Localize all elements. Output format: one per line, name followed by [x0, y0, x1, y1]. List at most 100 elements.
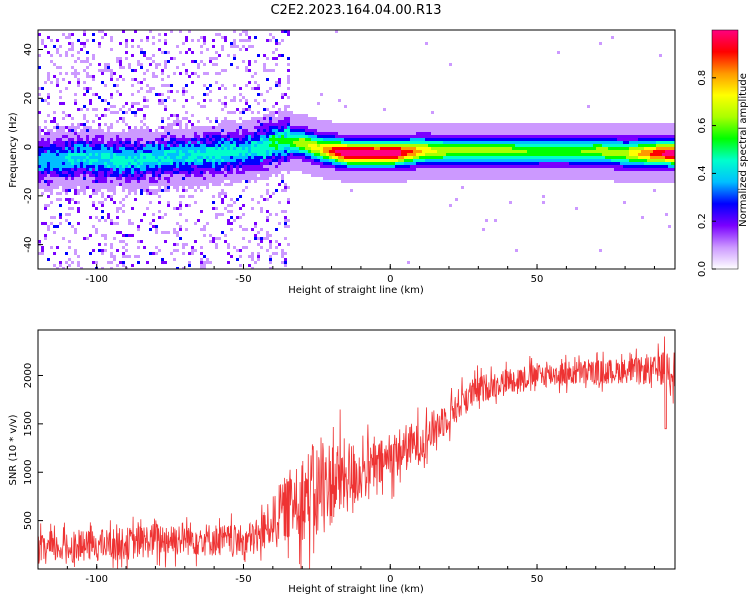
heatmap-cell [518, 141, 521, 144]
heatmap-cell [143, 144, 146, 147]
heatmap-cell [101, 138, 104, 141]
heatmap-cell [425, 153, 428, 156]
heatmap-cell [131, 171, 134, 174]
heatmap-cell [89, 135, 92, 138]
heatmap-cell [542, 177, 545, 180]
heatmap-cell [164, 99, 167, 102]
heatmap-cell [119, 171, 122, 174]
heatmap-cell [554, 156, 557, 159]
heatmap-cell [74, 138, 77, 141]
heatmap-cell [275, 126, 278, 129]
heatmap-cell [620, 165, 623, 168]
heatmap-cell [458, 138, 461, 141]
heatmap-cell [224, 183, 227, 186]
heatmap-cell [557, 153, 560, 156]
heatmap-cell [104, 99, 107, 102]
heatmap-cell [110, 72, 113, 75]
heatmap-cell [62, 186, 65, 189]
heatmap-cell [257, 231, 260, 234]
heatmap-cell [41, 39, 44, 42]
heatmap-cell [212, 183, 215, 186]
heatmap-cell [125, 144, 128, 147]
heatmap-cell [272, 57, 275, 60]
heatmap-cell [101, 147, 104, 150]
heatmap-cell [419, 174, 422, 177]
heatmap-cell [41, 135, 44, 138]
heatmap-cell [572, 156, 575, 159]
heatmap-cell [611, 147, 614, 150]
heatmap-cell [113, 189, 116, 192]
heatmap-cell [344, 174, 347, 177]
heatmap-cell [299, 114, 302, 117]
heatmap-cell [329, 141, 332, 144]
heatmap-cell [284, 261, 287, 264]
heatmap-cell [461, 123, 464, 126]
heatmap-cell [518, 171, 521, 174]
heatmap-cell [272, 138, 275, 141]
heatmap-cell [62, 141, 65, 144]
heatmap-cell [137, 90, 140, 93]
heatmap-cell [200, 228, 203, 231]
heatmap-cell [221, 138, 224, 141]
heatmap-cell [530, 141, 533, 144]
heatmap-cell [74, 168, 77, 171]
heatmap-cell [143, 78, 146, 81]
heatmap-cell [77, 210, 80, 213]
heatmap-cell [83, 165, 86, 168]
heatmap-cell [131, 162, 134, 165]
heatmap-cell [335, 132, 338, 135]
heatmap-cell [242, 108, 245, 111]
heatmap-cell [326, 174, 329, 177]
heatmap-cell [629, 159, 632, 162]
heatmap-cell [443, 153, 446, 156]
heatmap-cell [167, 138, 170, 141]
heatmap-cell [506, 138, 509, 141]
heatmap-cell [542, 156, 545, 159]
heatmap-cell [98, 147, 101, 150]
heatmap-cell [377, 177, 380, 180]
heatmap-cell [95, 261, 98, 264]
heatmap-cell [179, 171, 182, 174]
heatmap-cell [92, 171, 95, 174]
heatmap-cell [620, 153, 623, 156]
heatmap-cell [230, 171, 233, 174]
heatmap-cell [104, 156, 107, 159]
heatmap-cell [386, 150, 389, 153]
heatmap-cell [401, 162, 404, 165]
heatmap-cell [251, 135, 254, 138]
heatmap-cell [119, 93, 122, 96]
heatmap-cell [269, 240, 272, 243]
heatmap-cell [479, 126, 482, 129]
heatmap-cell [38, 132, 41, 135]
heatmap-cell [329, 150, 332, 153]
heatmap-cell [50, 120, 53, 123]
heatmap-cell [251, 138, 254, 141]
heatmap-cell [209, 126, 212, 129]
heatmap-cell [203, 36, 206, 39]
heatmap-cell [83, 42, 86, 45]
heatmap-cell [167, 147, 170, 150]
heatmap-cell [263, 114, 266, 117]
heatmap-cell [197, 63, 200, 66]
heatmap-cell [359, 135, 362, 138]
heatmap-cell [212, 180, 215, 183]
heatmap-cell [410, 165, 413, 168]
heatmap-cell [380, 165, 383, 168]
heatmap-cell [434, 129, 437, 132]
heatmap-cell [80, 129, 83, 132]
heatmap-cell [179, 147, 182, 150]
heatmap-cell [344, 156, 347, 159]
heatmap-cell [44, 207, 47, 210]
heatmap-cell [443, 123, 446, 126]
heatmap-cell [548, 153, 551, 156]
heatmap-cell [446, 135, 449, 138]
heatmap-cell [404, 177, 407, 180]
heatmap-cell [134, 255, 137, 258]
heatmap-cell [365, 129, 368, 132]
heatmap-cell [92, 261, 95, 264]
heatmap-cell [266, 162, 269, 165]
heatmap-cell [254, 234, 257, 237]
heatmap-cell [200, 267, 203, 269]
heatmap-cell [122, 210, 125, 213]
heatmap-cell [449, 123, 452, 126]
